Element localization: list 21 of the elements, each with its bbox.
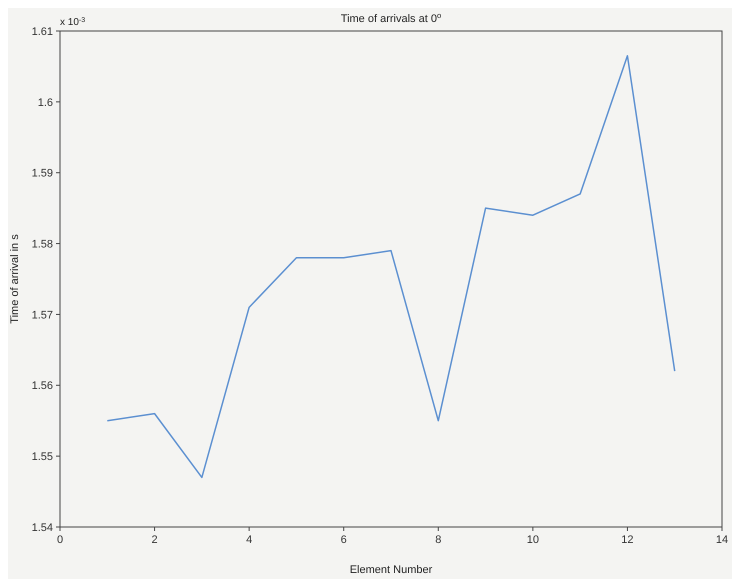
y-tick-label: 1.59 [32, 168, 53, 180]
line-series [106, 55, 676, 478]
y-tick-label: 1.54 [32, 522, 53, 534]
chart-title: Time of arrivals at 0$^{o}$ [340, 10, 442, 25]
y-tick-label: 1.58 [32, 238, 53, 250]
y-tick-label: 1.56 [32, 380, 53, 392]
x-tick-label: 2 [152, 534, 158, 546]
y-axis-title: Time of arrival in s [9, 234, 21, 324]
x-tick-label: 0 [56, 534, 64, 546]
y-tick-label: 1.55 [32, 451, 53, 464]
text: x 10$^{-3}$ [60, 16, 86, 28]
x-tick-label: 6 [340, 534, 347, 546]
x-tick-label: 10 [526, 534, 539, 546]
y-tick-label: 1.57 [32, 309, 53, 322]
y-tick-label: 1.6 [38, 96, 53, 109]
x-tick-label: 12 [621, 534, 634, 546]
x-tick-label: 8 [435, 534, 442, 546]
y-tick-label: 1.61 [32, 26, 53, 38]
x-tick-label: 4 [246, 534, 252, 546]
x-tick-label: 14 [716, 534, 728, 546]
x-axis-title: Element Number [350, 564, 433, 576]
